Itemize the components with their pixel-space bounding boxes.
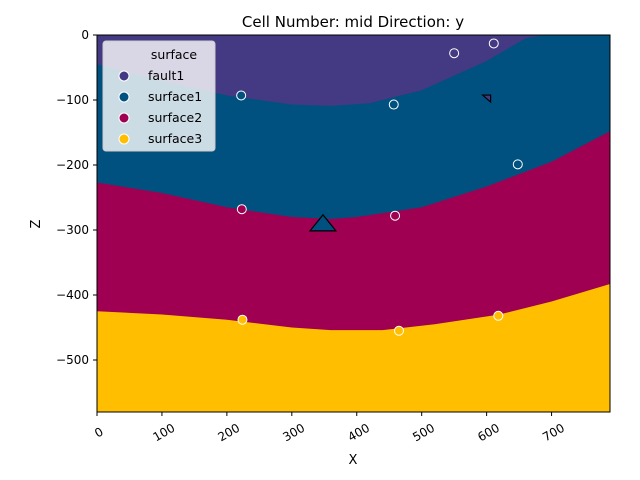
y-axis-label: Z [29,219,44,228]
x-tick-label-600: 600 [475,421,502,445]
data-point-fault1-1 [488,38,499,49]
chart-title: Cell Number: mid Direction: y [242,13,464,31]
y-tick-label--300: −300 [56,223,89,237]
y-axis: 0 −100 −200 −300 −400 −500 [56,28,97,367]
legend-label-surface3: surface3 [148,131,202,146]
legend-label-surface2: surface2 [148,110,202,125]
x-tick-label-500: 500 [410,421,437,445]
x-tick-label-300: 300 [280,421,307,445]
orientation-marker-1 [481,94,492,104]
legend-swatch-surface3 [118,133,130,145]
legend: surface fault1 surface1 surface2 surface3 [102,40,216,152]
data-point-surface1-4 [512,159,523,170]
legend-box [102,40,216,152]
plot-frame [96,34,611,413]
y-tick-label--500: −500 [56,353,89,367]
plot-area [97,35,610,412]
data-point-surface1-3 [388,99,399,110]
legend-label-surface1: surface1 [148,89,202,104]
legend-title: surface [151,47,198,62]
x-tick-label-700: 700 [540,421,567,445]
y-tick-label-0: 0 [81,28,89,42]
y-tick-label--100: −100 [56,93,89,107]
data-point-surface2-6 [390,210,401,221]
y-tick-label--400: −400 [56,288,89,302]
y-tick-label--200: −200 [56,158,89,172]
data-point-surface3-8 [393,325,404,336]
orientation-marker-0 [308,213,338,232]
x-tick-label-0: 0 [92,425,106,441]
data-point-surface3-7 [237,314,248,325]
x-axis-label: X [349,453,358,468]
x-tick-label-200: 200 [215,421,242,445]
x-axis: 0 100 200 300 400 500 600 700 [92,412,567,444]
legend-swatch-surface1 [118,91,130,103]
legend-label-fault1: fault1 [148,68,184,83]
data-point-surface2-5 [236,204,247,215]
data-point-surface1-2 [236,90,247,101]
legend-swatch-fault1 [118,70,130,82]
data-point-fault1-0 [449,48,460,59]
x-tick-label-400: 400 [345,421,372,445]
data-point-surface3-9 [493,310,504,321]
x-tick-label-100: 100 [151,421,178,445]
legend-swatch-surface2 [118,112,130,124]
